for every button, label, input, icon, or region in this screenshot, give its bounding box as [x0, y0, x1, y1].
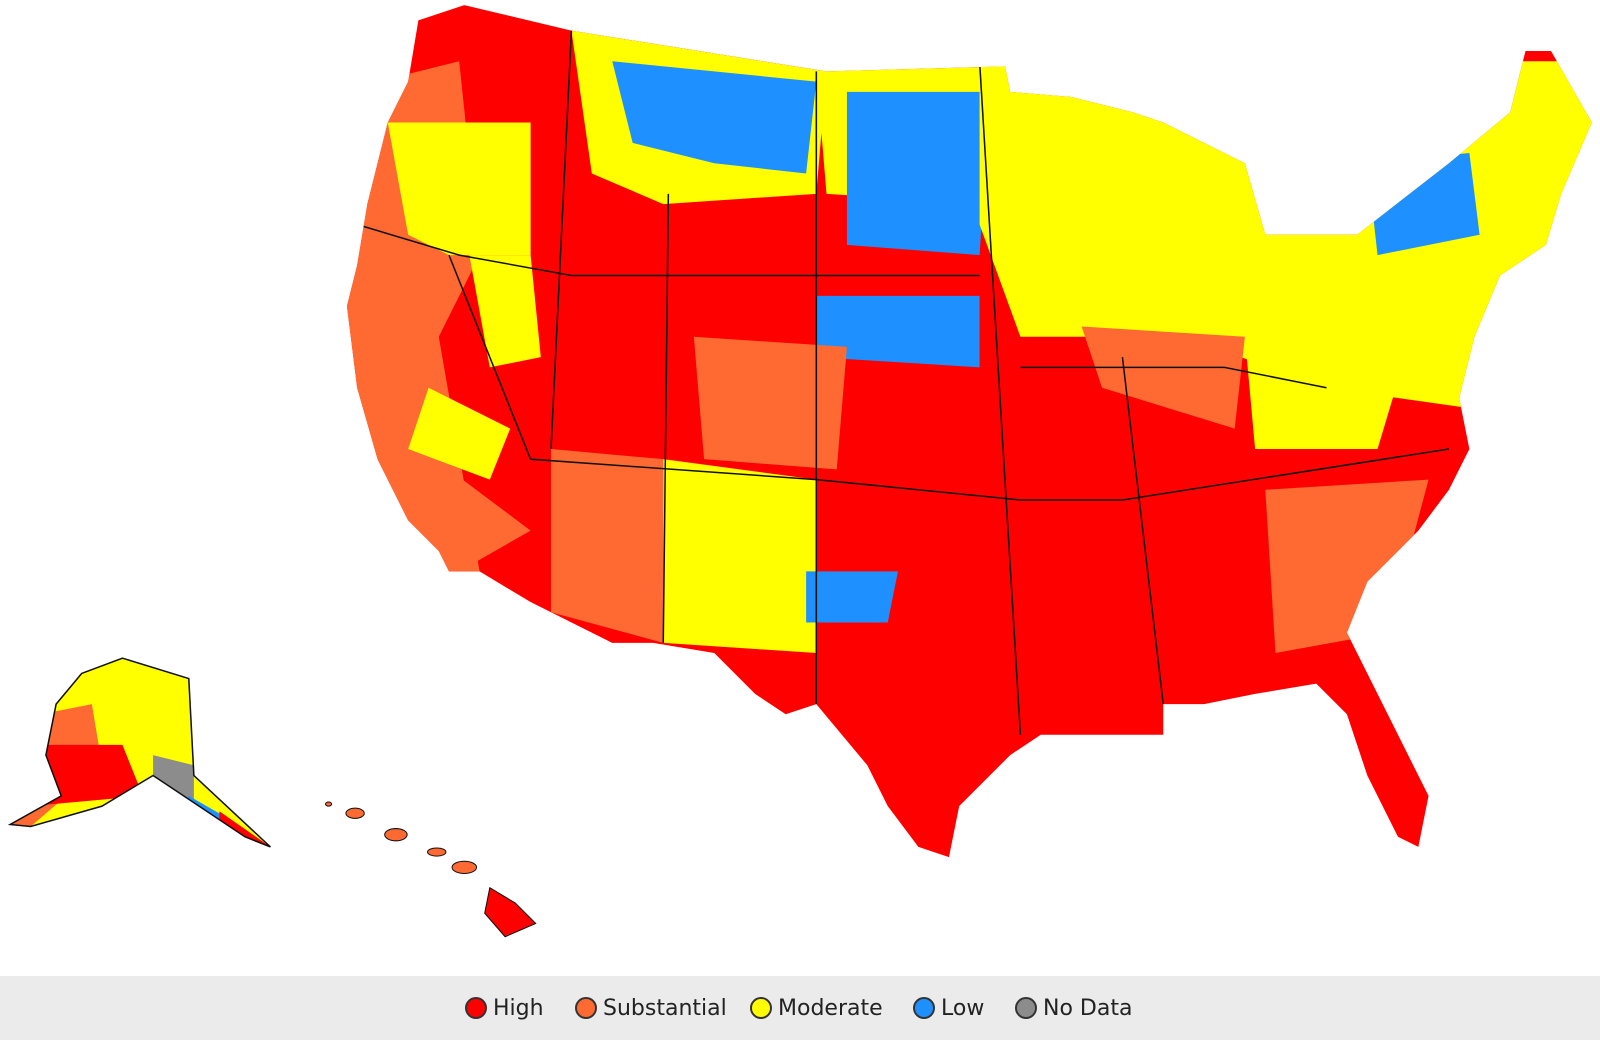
alaska-border	[7, 657, 271, 848]
legend-swatch	[465, 997, 487, 1019]
legend-item: Moderate	[750, 976, 883, 1040]
region	[384, 828, 408, 842]
region	[612, 61, 817, 174]
legend-label: High	[493, 995, 544, 1021]
contiguous-us	[346, 5, 1592, 858]
region	[451, 860, 478, 874]
region	[806, 571, 898, 623]
legend-swatch	[913, 997, 935, 1019]
region	[1081, 326, 1245, 429]
region	[427, 847, 447, 857]
region	[387, 122, 531, 256]
map	[7, 5, 1592, 938]
legend-item: Low	[913, 976, 984, 1040]
legend-item: Substantial	[575, 976, 727, 1040]
region	[1244, 336, 1409, 449]
region	[30, 744, 143, 807]
region	[846, 91, 990, 256]
region	[10, 658, 271, 847]
state-borders	[356, 30, 1450, 735]
legend-item: No Data	[1015, 976, 1132, 1040]
legend-swatch	[750, 997, 772, 1019]
region	[153, 755, 194, 807]
region	[484, 886, 537, 938]
region	[551, 448, 664, 643]
hawaii	[324, 801, 537, 938]
legend-swatch	[575, 997, 597, 1019]
legend-item: High	[465, 976, 544, 1040]
map-body	[7, 5, 1592, 938]
legend-swatch	[1015, 997, 1037, 1019]
region	[324, 801, 333, 807]
legend-label: Moderate	[778, 995, 883, 1021]
region	[469, 255, 541, 368]
region	[693, 336, 847, 470]
region	[219, 811, 271, 847]
legend: High Substantial Moderate Low No Data	[0, 976, 1600, 1040]
region	[345, 807, 365, 819]
region	[816, 295, 980, 368]
alaska	[10, 658, 271, 847]
region	[408, 387, 511, 480]
legend-label: No Data	[1043, 995, 1133, 1021]
region	[663, 459, 817, 654]
legend-label: Substantial	[603, 995, 727, 1021]
legend-label: Low	[941, 995, 985, 1021]
region	[1265, 479, 1429, 654]
region	[387, 448, 531, 572]
